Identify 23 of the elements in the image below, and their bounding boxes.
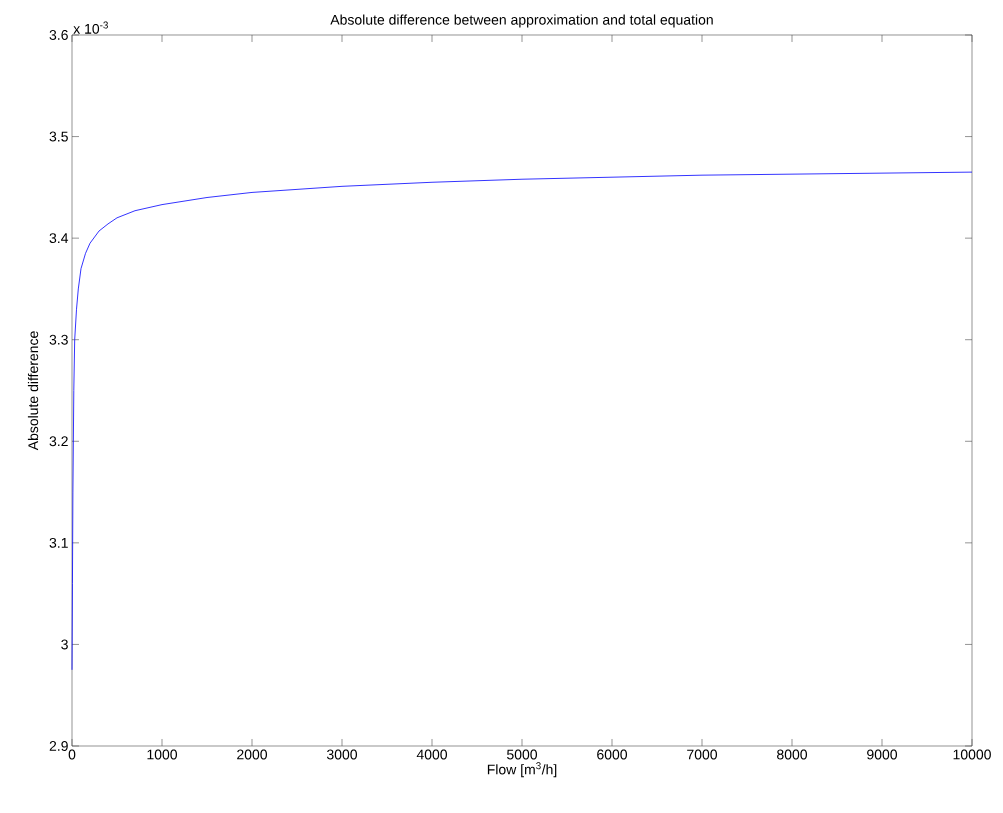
y-tick-label: 3.5 [49,131,68,142]
x-tick-label: 5000 [507,749,538,760]
x-tick-label: 2000 [237,749,268,760]
y-tick-label: 3.6 [49,30,68,40]
x-tick-label: 4000 [416,749,448,760]
y-tick-label: 3.3 [49,334,68,345]
x-axis-title: Flow [m$^{3}$/h] [487,762,557,778]
x-tick-label: 7000 [687,749,718,760]
x-tick-label: 0 [68,749,76,760]
x-tick-label: 3000 [326,749,358,760]
y-tick-label: 3.4 [49,233,69,244]
y-tick-label: 2.9 [49,741,68,751]
y-tick-label: 3.1 [49,537,68,548]
x-tick-label: 10000 [953,749,991,760]
x-tick-label: 1000 [147,749,178,760]
chart-title: Absolute difference between approximation and total equation [330,14,713,28]
x-tick-label: 9000 [867,749,898,760]
y-tick-label: 3 [61,639,68,650]
y-axis-title: Absolute difference [27,331,39,451]
x-tick-label: 6000 [597,749,628,760]
x-tick-label: 8000 [777,749,808,760]
y-tick-label: 3.2 [49,436,68,447]
text: x 10$^{-3}$ [73,21,108,34]
